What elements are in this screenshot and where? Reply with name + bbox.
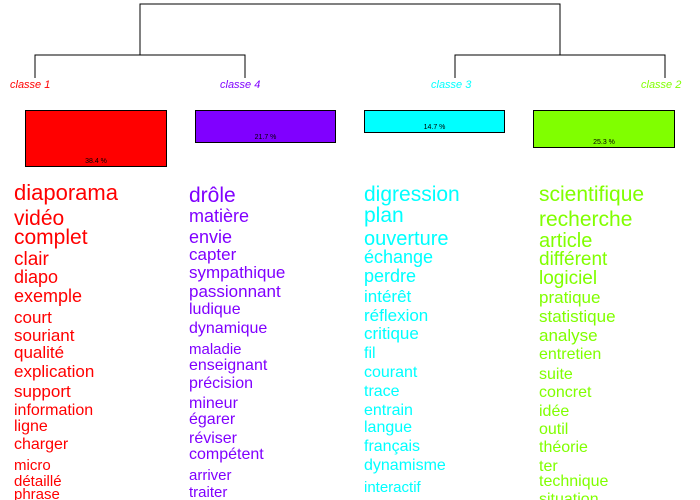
word-list-class-2: scientifique recherche article différent… <box>539 180 700 500</box>
class-percent-2: 25.3 % <box>593 139 615 146</box>
class-label-3: classe 3 <box>431 79 472 91</box>
word-list-class-4: drôle matière envie capter sympathique p… <box>189 180 359 500</box>
word-item: réflexion <box>364 306 429 325</box>
word-item: égarer <box>189 411 236 428</box>
word-item: analyse <box>539 326 598 345</box>
class-bar-3: 14.7 % <box>364 110 505 133</box>
dendrogram-right-branch <box>454 54 666 78</box>
word-item: ludique <box>189 301 241 318</box>
word-list-class-1: diaporama vidéo complet clair diapo exem… <box>14 180 184 500</box>
word-item: logiciel <box>539 268 598 289</box>
word-item: langue <box>364 419 413 436</box>
word-item: pratique <box>539 288 601 307</box>
word-item: statistique <box>539 307 616 326</box>
word-item: sympathique <box>189 263 286 282</box>
word-item: idée <box>539 403 570 420</box>
word-item: courant <box>364 364 418 381</box>
word-item: complet <box>14 226 88 249</box>
word-item: diapo <box>14 267 59 287</box>
word-item: enseignant <box>189 357 268 374</box>
word-item: exemple <box>14 286 83 306</box>
word-item: souriant <box>14 326 75 345</box>
word-item: intérêt <box>364 287 412 306</box>
word-item: ligne <box>14 418 48 435</box>
word-item: information <box>14 402 94 419</box>
word-item: envie <box>189 227 233 247</box>
class-label-1: classe 1 <box>10 79 51 91</box>
word-item: micro <box>14 457 51 474</box>
word-item: ouverture <box>364 228 449 250</box>
word-item: dynamique <box>189 320 268 337</box>
word-item: qualité <box>14 343 65 362</box>
word-item: réviser <box>189 430 238 447</box>
class-bar-1: 38.4 % <box>25 110 167 167</box>
word-item: maladie <box>189 341 242 358</box>
word-item: vidéo <box>14 207 65 230</box>
word-item: français <box>364 438 421 455</box>
word-item: ter <box>539 458 558 475</box>
word-item: arriver <box>189 467 232 484</box>
word-item: interactif <box>364 479 421 496</box>
word-item: fil <box>364 345 376 362</box>
word-item: scientifique <box>539 183 645 206</box>
word-item: théorie <box>539 439 588 456</box>
word-item: mineur <box>189 395 238 412</box>
dendrogram-root-branch <box>139 3 561 55</box>
word-item: drôle <box>189 184 236 207</box>
word-item: suite <box>539 366 573 383</box>
word-item: outil <box>539 421 569 438</box>
word-item: clair <box>14 249 49 270</box>
word-item: recherche <box>539 208 633 231</box>
word-item: phrase <box>14 486 60 500</box>
word-item: échange <box>364 247 434 267</box>
word-item: détaillé <box>14 473 62 490</box>
word-item: compétent <box>189 446 264 463</box>
class-label-2: classe 2 <box>641 79 682 91</box>
word-item: charger <box>14 436 69 453</box>
word-item: traiter <box>189 484 228 500</box>
word-item: entrain <box>364 402 413 419</box>
word-item: support <box>14 382 71 401</box>
word-item: entretien <box>539 346 602 363</box>
word-item: digression <box>364 183 460 206</box>
dendrogram-left-branch <box>34 54 246 78</box>
word-item: plan <box>364 204 404 227</box>
class-label-4: classe 4 <box>220 79 261 91</box>
word-item: court <box>14 308 52 327</box>
word-item: capter <box>189 245 237 264</box>
class-percent-4: 21.7 % <box>254 134 277 141</box>
word-item: article <box>539 230 593 252</box>
word-item: dynamisme <box>364 457 446 474</box>
word-list-class-3: digression plan ouverture échange perdre… <box>364 180 534 500</box>
word-item: différent <box>539 249 608 270</box>
class-bar-4: 21.7 % <box>195 110 336 143</box>
word-item: situation <box>539 491 599 500</box>
word-item: perdre <box>364 266 417 286</box>
word-item: concret <box>539 384 592 401</box>
word-item: technique <box>539 473 609 490</box>
word-item: passionnant <box>189 282 281 301</box>
word-item: matière <box>189 206 250 226</box>
word-item: diaporama <box>14 180 118 205</box>
class-percent-3: 14.7 % <box>423 124 446 131</box>
word-item: critique <box>364 324 419 343</box>
word-item: explication <box>14 362 95 381</box>
word-item: précision <box>189 375 254 392</box>
class-bar-2: 25.3 % <box>533 110 675 148</box>
class-percent-1: 38.4 % <box>85 158 107 165</box>
word-item: trace <box>364 383 400 400</box>
